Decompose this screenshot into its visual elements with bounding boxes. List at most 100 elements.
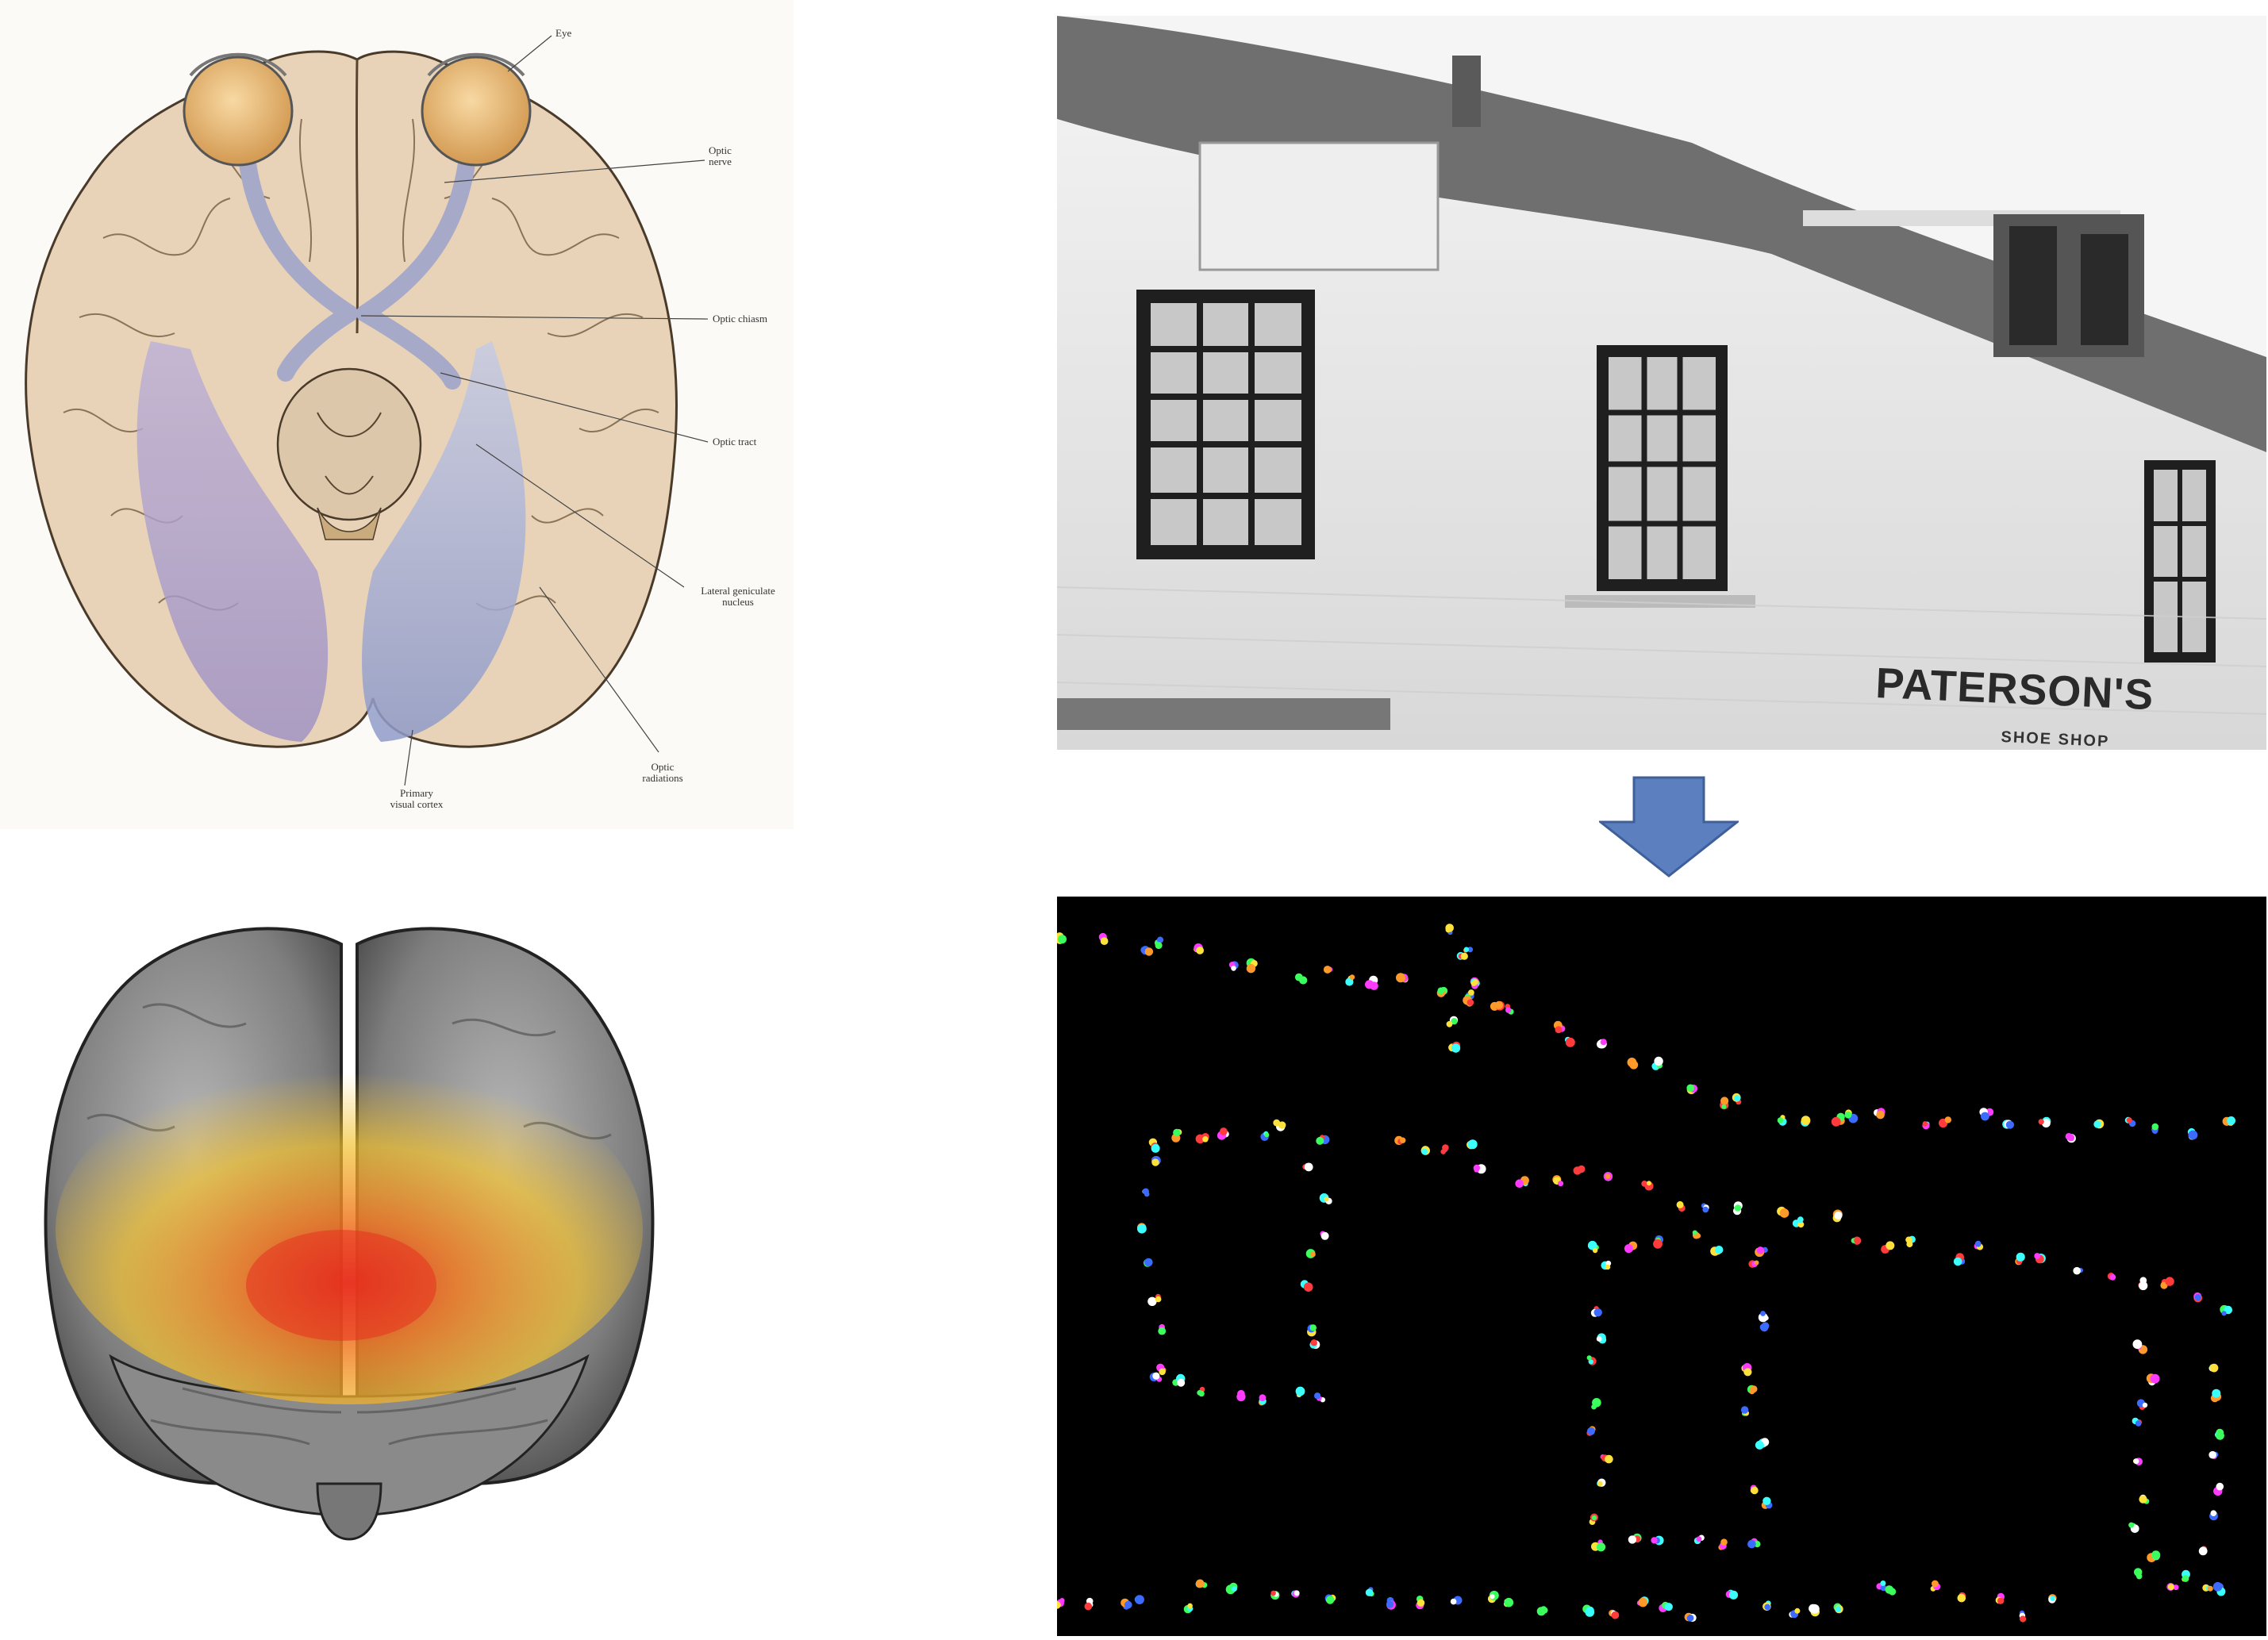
feature-point <box>1601 1260 1612 1270</box>
feature-point <box>1295 1386 1305 1398</box>
feature-point <box>1628 1533 1642 1544</box>
feature-point <box>1874 1108 1886 1120</box>
feature-point <box>1801 1116 1811 1127</box>
feature-point <box>1725 1589 1739 1600</box>
feature-point <box>1676 1200 1686 1212</box>
feature-point <box>1121 1598 1132 1610</box>
label-primary-visual-cortex: Primary visual cortex <box>390 787 444 810</box>
feature-point <box>2212 1582 2226 1596</box>
feature-point <box>1225 1582 1238 1595</box>
feature-point <box>1134 1595 1144 1604</box>
feature-point <box>1957 1592 1966 1603</box>
feature-point <box>1692 1230 1701 1239</box>
feature-point <box>1323 966 1333 974</box>
feature-point <box>1718 1538 1728 1550</box>
feature-point <box>1597 1039 1607 1049</box>
label-optic-radiations: Optic radiations <box>642 761 683 784</box>
feature-point <box>1553 1020 1566 1034</box>
feature-point <box>1552 1175 1564 1187</box>
feature-point <box>2065 1133 2076 1143</box>
feature-point <box>2136 1399 2148 1410</box>
feature-point <box>2160 1277 2174 1289</box>
feature-point <box>2093 1119 2105 1129</box>
feature-point <box>2208 1450 2219 1459</box>
feature-point <box>2128 1522 2139 1533</box>
feature-point <box>2222 1116 2235 1126</box>
feature-point <box>1151 1155 1161 1166</box>
feature-point <box>2073 1266 2083 1275</box>
feature-point <box>1394 1135 1406 1145</box>
feature-point <box>1832 1209 1843 1223</box>
feature-point <box>1953 1253 1966 1266</box>
feature-point <box>1758 1311 1769 1323</box>
feature-point <box>1503 1597 1514 1607</box>
feature-point <box>1589 1513 1598 1525</box>
feature-point <box>1684 1612 1697 1623</box>
feature-point <box>2147 1550 2161 1562</box>
feature-point <box>1195 1133 1209 1144</box>
feature-point <box>1316 1135 1330 1145</box>
feature-point <box>1158 1324 1167 1335</box>
feature-point <box>1172 1373 1186 1387</box>
feature-point <box>1463 996 1474 1007</box>
feature-point <box>1750 1484 1759 1495</box>
feature-point <box>2124 1116 2136 1127</box>
feature-point <box>1324 1594 1336 1604</box>
feature-point <box>2214 1428 2224 1440</box>
feature-point <box>1140 946 1154 956</box>
feature-point <box>1473 1164 1486 1174</box>
feature-point <box>1733 1201 1743 1216</box>
feature-point <box>1748 1260 1759 1268</box>
feature-point <box>1463 947 1474 953</box>
feature-point <box>1582 1604 1595 1617</box>
feature-point <box>1747 1385 1758 1395</box>
feature-point <box>1763 1600 1771 1611</box>
feature-point <box>1259 1394 1267 1406</box>
feature-point <box>1693 1534 1705 1545</box>
building-photo: PATERSON'S SHOE SHOP <box>1057 16 2266 750</box>
feature-point <box>1148 1138 1160 1153</box>
feature-point <box>2015 1252 2025 1266</box>
feature-point <box>1057 1598 1065 1609</box>
feature-point <box>1490 1001 1505 1011</box>
feature-point <box>1436 986 1448 997</box>
feature-point <box>2209 1510 2218 1521</box>
label-optic-chiasm: Optic chiasm <box>713 313 767 325</box>
feature-point <box>1591 1398 1601 1410</box>
feature-point <box>1885 1585 1897 1596</box>
label-lateral-geniculate-nucleus: Lateral geniculate nucleus <box>701 585 775 608</box>
feature-point <box>1833 1603 1843 1614</box>
feature-point <box>1777 1115 1787 1126</box>
feature-point <box>2208 1363 2219 1373</box>
feature-point <box>1636 1596 1649 1607</box>
feature-point <box>1228 961 1239 971</box>
feature-point <box>1755 1438 1770 1450</box>
feature-point <box>2132 1339 2148 1354</box>
feature-point <box>1686 1084 1698 1094</box>
feature-point <box>1194 943 1204 954</box>
feature-point <box>1446 1016 1459 1027</box>
feature-point <box>1154 936 1164 950</box>
feature-point <box>1930 1580 1941 1592</box>
feature-point <box>2133 1458 2143 1465</box>
feature-point <box>1270 1590 1280 1600</box>
feature-point <box>1365 975 1378 990</box>
label-optic-tract: Optic tract <box>713 436 757 447</box>
feature-point <box>1305 1249 1316 1258</box>
feature-point <box>1307 1324 1317 1337</box>
feature-point <box>1156 1363 1167 1376</box>
feature-point <box>1792 1216 1805 1228</box>
feature-point <box>2034 1253 2046 1264</box>
feature-point <box>1142 1188 1150 1197</box>
feature-point <box>1416 1596 1425 1610</box>
feature-point <box>1922 1121 1930 1130</box>
feature-point <box>2182 1569 2190 1582</box>
feature-point <box>1217 1127 1229 1140</box>
feature-point <box>1591 1539 1606 1552</box>
feature-point <box>1440 1144 1449 1154</box>
feature-point <box>1831 1112 1845 1127</box>
feature-point <box>1995 1592 2005 1604</box>
feature-point <box>1236 1389 1246 1402</box>
feature-point <box>1609 1609 1620 1619</box>
brain-activation-render <box>24 912 675 1555</box>
